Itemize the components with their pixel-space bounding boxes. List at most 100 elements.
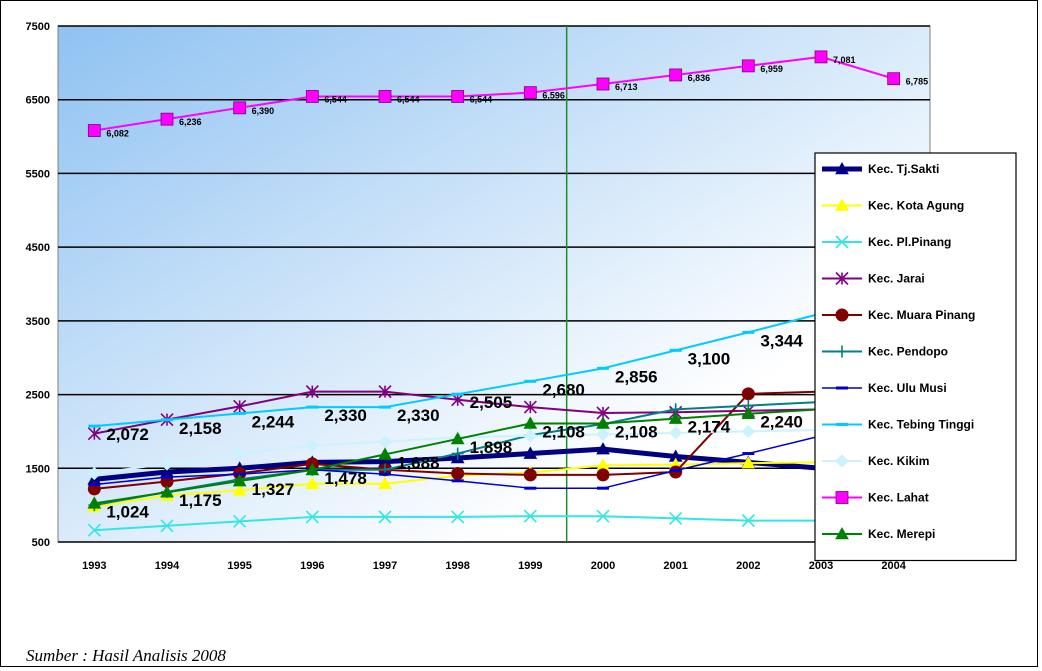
marker-x	[596, 509, 610, 523]
marker-x	[741, 514, 755, 528]
data-point	[742, 330, 755, 334]
marker-dash	[379, 472, 391, 476]
data-point	[669, 511, 683, 525]
marker-square	[741, 59, 755, 73]
data-label: 6,544	[324, 94, 347, 104]
data-point	[378, 90, 392, 103]
data-label: 1,478	[324, 469, 367, 488]
data-point	[450, 431, 465, 445]
data-point	[669, 468, 682, 472]
marker-triangle	[87, 496, 102, 509]
x-tick-label: 1994	[155, 560, 180, 572]
marker-dash	[161, 475, 173, 479]
data-point	[451, 466, 465, 480]
data-point	[524, 486, 537, 490]
data-point	[741, 406, 756, 420]
data-point	[596, 427, 610, 442]
data-point	[305, 462, 320, 476]
data-point	[835, 235, 849, 249]
data-point	[835, 454, 849, 468]
marker-square	[378, 90, 392, 103]
marker-circle	[523, 468, 537, 482]
marker-square	[451, 90, 465, 103]
marker-triangle	[232, 474, 247, 487]
legend-label: Kec. Pendopo	[868, 345, 948, 359]
marker-square	[233, 101, 247, 115]
data-point	[161, 418, 173, 422]
marker-square	[305, 90, 319, 103]
data-label: 1,327	[252, 480, 295, 499]
data-label: 2,330	[324, 406, 367, 425]
data-point	[379, 405, 391, 409]
data-label: 7,081	[833, 55, 856, 65]
data-point	[836, 345, 848, 358]
data-point	[232, 474, 247, 487]
legend-label: Kec. Lahat	[868, 491, 929, 505]
data-point	[741, 456, 756, 469]
marker-square	[87, 124, 101, 137]
data-point	[741, 59, 755, 73]
data-point	[232, 483, 247, 496]
data-point	[668, 411, 683, 424]
line-chart: 500 1500 2500 3500 4500 5500 6500 7500 1993 1994 1…	[26, 21, 1017, 572]
data-point	[741, 387, 755, 401]
data-label: 6,836	[688, 73, 711, 83]
marker-triangle	[835, 161, 849, 175]
data-label: 2,108	[615, 422, 658, 441]
data-point	[835, 271, 849, 286]
data-label: 3,100	[688, 349, 731, 368]
marker-triangle	[741, 406, 756, 420]
marker-dash	[306, 405, 319, 409]
marker-x	[835, 235, 849, 249]
data-point	[741, 514, 755, 528]
data-point	[451, 510, 465, 524]
data-point	[378, 510, 392, 524]
y-tick-label: 5500	[26, 168, 50, 180]
data-point	[741, 424, 756, 439]
marker-diamond	[835, 454, 849, 468]
data-point	[378, 447, 392, 460]
data-point	[596, 442, 610, 455]
y-tick-label: 2500	[26, 390, 50, 402]
marker-circle	[451, 466, 465, 480]
x-tick-label: 1999	[518, 560, 542, 572]
marker-x	[160, 519, 174, 533]
marker-triangle	[835, 198, 849, 211]
data-label: 1,898	[470, 438, 513, 457]
data-point	[835, 491, 849, 504]
marker-dash	[88, 424, 101, 428]
data-point	[378, 476, 392, 490]
x-tick-label: 1997	[373, 560, 397, 572]
marker-diamond	[523, 429, 538, 443]
data-label: 6,236	[179, 117, 202, 127]
data-point	[523, 86, 537, 100]
data-point	[305, 438, 320, 453]
marker-triangle	[378, 447, 392, 460]
data-label: 2,240	[760, 413, 803, 432]
marker-dash	[669, 348, 682, 352]
data-label: 6,596	[542, 91, 565, 101]
data-point	[596, 468, 610, 482]
marker-dash	[597, 486, 609, 490]
marker-square	[160, 112, 174, 126]
legend-label: Kec. Kikim	[868, 454, 929, 468]
marker-triangle	[305, 476, 320, 490]
marker-diamond	[596, 427, 610, 442]
marker-dash	[161, 418, 173, 422]
legend-item: Kec. Tebing Tinggi	[822, 418, 974, 432]
legend-box	[814, 152, 1017, 562]
data-point	[306, 405, 319, 409]
y-tick-label: 3500	[26, 316, 50, 328]
data-label: 2,174	[688, 418, 731, 437]
marker-diamond	[305, 438, 320, 453]
data-point	[378, 385, 392, 399]
x-tick-label: 2000	[591, 560, 615, 572]
marker-x	[451, 510, 465, 524]
legend-item: Kec. Lahat	[822, 491, 929, 505]
legend-label: Kec. Merepi	[868, 527, 935, 541]
marker-triangle	[305, 462, 320, 476]
x-tick-label: 1998	[445, 560, 469, 572]
legend-label: Kec. Tebing Tinggi	[868, 418, 974, 432]
marker-triangle	[378, 476, 392, 490]
marker-x	[305, 510, 319, 524]
